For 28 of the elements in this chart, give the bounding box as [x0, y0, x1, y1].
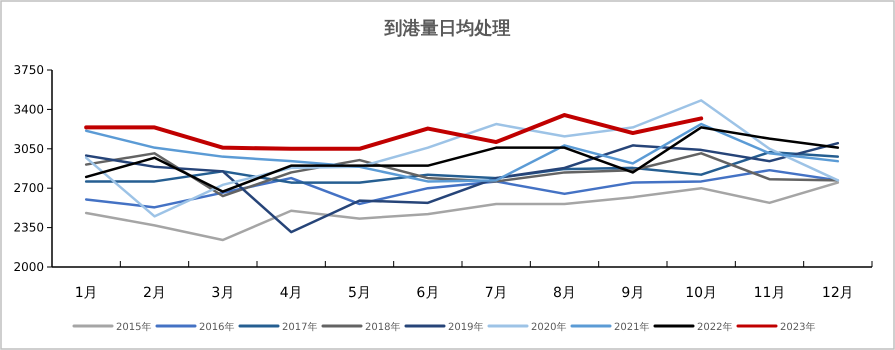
x-tick-label: 4月 [280, 285, 303, 301]
legend-label: 2018年 [365, 321, 400, 333]
legend-label: 2016年 [199, 321, 234, 333]
x-tick-label: 7月 [484, 285, 508, 301]
legend-label: 2022年 [697, 321, 732, 333]
y-tick-label: 3750 [13, 63, 44, 77]
legend-label: 2020年 [531, 321, 566, 333]
x-tick-label: 2月 [143, 285, 166, 301]
y-tick-label: 3050 [13, 142, 44, 156]
x-tick-label: 8月 [553, 285, 576, 301]
legend-label: 2023年 [780, 321, 816, 333]
x-tick-label: 6月 [416, 285, 440, 301]
legend-label: 2021年 [614, 321, 650, 333]
y-tick-label: 2350 [13, 220, 44, 235]
x-tick-label: 3月 [211, 285, 234, 301]
x-tick-label: 5月 [348, 285, 371, 301]
x-tick-label: 10月 [685, 285, 718, 301]
x-tick-label: 9月 [621, 285, 644, 301]
legend-label: 2015年 [116, 321, 152, 333]
x-tick-label: 12月 [822, 285, 854, 301]
chart-title: 到港量日均处理 [384, 18, 510, 39]
y-tick-label: 2000 [13, 260, 44, 274]
y-tick-label: 2700 [13, 181, 44, 196]
legend-label: 2017年 [282, 321, 318, 333]
legend-label: 2019年 [448, 321, 484, 333]
y-tick-label: 3400 [13, 102, 44, 116]
x-tick-label: 11月 [754, 285, 786, 301]
x-tick-label: 1月 [74, 285, 98, 301]
